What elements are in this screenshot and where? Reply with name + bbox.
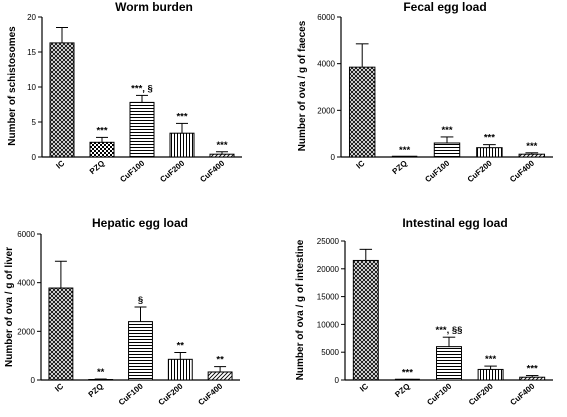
y-axis-label: Number of ova / g of liver bbox=[4, 247, 15, 367]
panel-worm-burden: Worm burden Number of schistosomes 0 5 10 1… bbox=[7, 0, 242, 184]
category-label: CuF100 bbox=[425, 381, 453, 407]
y-tick-label: 5000 bbox=[321, 348, 339, 357]
y-tick-label: 20 bbox=[27, 13, 36, 22]
category-label: CuF400 bbox=[509, 381, 537, 407]
bar-cuf100 bbox=[433, 142, 461, 158]
category-label: CuF400 bbox=[508, 158, 536, 184]
category-label: CuF100 bbox=[117, 381, 145, 407]
y-tick-label: 2000 bbox=[317, 106, 335, 115]
bar-ic bbox=[348, 66, 376, 158]
significance-label: *** bbox=[176, 111, 187, 122]
y-tick-label: 4000 bbox=[317, 60, 335, 69]
significance-label: *** bbox=[484, 133, 495, 144]
bar-cuf400 bbox=[207, 371, 233, 381]
category-label: IC bbox=[355, 158, 367, 170]
category-label: IC bbox=[53, 381, 65, 393]
category-label: CuF200 bbox=[158, 158, 186, 184]
category-label: CuF200 bbox=[467, 381, 495, 407]
significance-label: *** bbox=[402, 367, 413, 378]
panel-intestinal-egg-load: Intestinal egg load Number of ova / g of… bbox=[295, 216, 553, 407]
significance-label: § bbox=[138, 295, 143, 306]
category-label: IC bbox=[358, 381, 370, 393]
y-tick-label: 6000 bbox=[317, 13, 335, 22]
chart-title: Intestinal egg load bbox=[402, 216, 507, 230]
y-tick-label: 25000 bbox=[317, 237, 340, 246]
significance-label: *** bbox=[96, 125, 107, 136]
y-tick-label: 4000 bbox=[17, 279, 35, 288]
y-tick-label: 10 bbox=[27, 83, 36, 92]
panel-hepatic-egg-load: Hepatic egg load Number of ova / g of li… bbox=[4, 216, 240, 407]
chart-title: Worm burden bbox=[115, 0, 193, 14]
significance-label: ** bbox=[177, 341, 185, 352]
significance-label: *** bbox=[399, 145, 410, 156]
plot-area: 0 2000 4000 6000 IC *** PZQ *** CuF100 *** CuF200 *… bbox=[317, 13, 553, 184]
significance-label: *** bbox=[527, 364, 538, 375]
category-label: CuF200 bbox=[466, 158, 494, 184]
chart-title: Hepatic egg load bbox=[92, 216, 188, 230]
significance-label: ** bbox=[216, 355, 224, 366]
panel-fecal-egg-load: Fecal egg load Number of ova / g of faec… bbox=[297, 0, 553, 184]
bar-cuf100 bbox=[129, 101, 155, 158]
significance-label: ***, §§ bbox=[436, 325, 463, 336]
significance-label: *** bbox=[216, 140, 227, 151]
significance-label: ***, § bbox=[131, 83, 153, 94]
y-tick-label: 0 bbox=[31, 376, 36, 385]
chart-title: Fecal egg load bbox=[403, 0, 486, 14]
y-axis-label: Number of schistosomes bbox=[7, 26, 18, 146]
category-label: CuF200 bbox=[157, 381, 185, 407]
category-label: CuF100 bbox=[118, 158, 146, 184]
y-tick-label: 20000 bbox=[317, 265, 340, 274]
y-tick-label: 6000 bbox=[17, 230, 35, 239]
category-label: PZQ bbox=[390, 159, 408, 176]
bar-cuf100 bbox=[436, 346, 462, 381]
bar-ic bbox=[352, 259, 379, 381]
bar-cuf200 bbox=[167, 358, 193, 381]
bar-pzq bbox=[89, 141, 115, 158]
bar-cuf400 bbox=[209, 153, 235, 158]
y-axis-label: Number of ova / g of faeces bbox=[297, 20, 308, 151]
plot-area: 0 2000 4000 6000 IC ** PZQ § CuF100 ** CuF200 ** CuF… bbox=[17, 230, 240, 407]
category-label: IC bbox=[54, 158, 66, 170]
y-axis-label: Number of ova / g of intestine bbox=[295, 239, 306, 380]
y-tick-label: 15000 bbox=[317, 293, 340, 302]
category-label: PZQ bbox=[88, 159, 106, 176]
y-tick-label: 5 bbox=[32, 118, 37, 127]
category-label: CuF400 bbox=[198, 158, 226, 184]
bar-cuf400 bbox=[519, 376, 546, 381]
bar-cuf200 bbox=[476, 147, 503, 158]
significance-label: *** bbox=[526, 141, 537, 152]
y-tick-label: 0 bbox=[331, 153, 336, 162]
bar-cuf200 bbox=[169, 132, 195, 158]
y-tick-label: 2000 bbox=[17, 327, 35, 336]
plot-area: 0 5 10 15 20 IC *** PZQ ***, § CuF100 *** CuF200 ***… bbox=[27, 13, 242, 184]
y-tick-label: 0 bbox=[32, 153, 37, 162]
y-tick-label: 15 bbox=[27, 48, 36, 57]
plot-area: 0 5000 10000 15000 20000 25000 IC *** PZQ ***, §§… bbox=[317, 237, 553, 407]
y-tick-label: 0 bbox=[335, 376, 340, 385]
bar-cuf400 bbox=[518, 153, 546, 158]
significance-label: *** bbox=[485, 354, 496, 365]
category-label: CuF400 bbox=[196, 381, 224, 407]
bar-ic bbox=[48, 287, 74, 381]
significance-label: *** bbox=[441, 125, 452, 136]
y-tick-label: 10000 bbox=[317, 320, 340, 329]
bar-cuf200 bbox=[477, 368, 504, 381]
category-label: PZQ bbox=[87, 382, 105, 399]
bar-ic bbox=[49, 42, 75, 158]
significance-label: ** bbox=[97, 367, 105, 378]
bar-cuf100 bbox=[128, 321, 153, 381]
category-label: PZQ bbox=[393, 382, 411, 399]
category-label: CuF100 bbox=[423, 158, 451, 184]
